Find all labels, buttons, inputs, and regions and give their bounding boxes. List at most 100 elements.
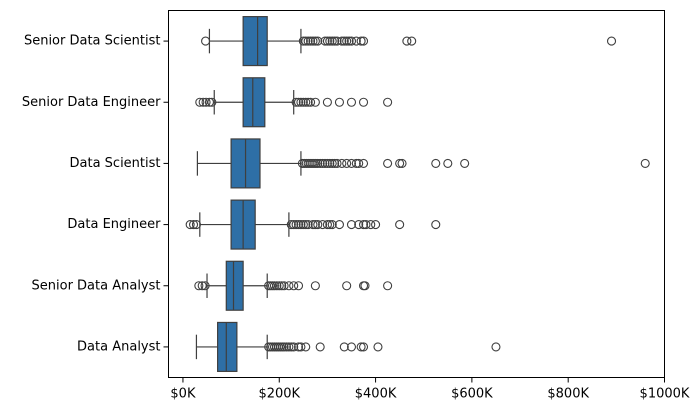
- outlier-point: [330, 36, 340, 46]
- outlier-point: [346, 158, 357, 168]
- outlier-point: [346, 36, 357, 46]
- plot-area: [185, 16, 650, 372]
- box-group: [195, 321, 501, 372]
- outlier-point: [360, 281, 370, 291]
- box-group: [185, 199, 441, 250]
- outlier-point: [286, 342, 296, 352]
- outlier-point: [303, 97, 313, 107]
- outlier-point: [306, 97, 316, 107]
- outlier-point: [313, 158, 323, 168]
- outlier-point: [327, 158, 337, 168]
- outlier-point: [383, 281, 393, 291]
- outlier-point: [395, 158, 405, 168]
- outlier-point: [279, 281, 289, 291]
- outlier-point: [327, 36, 337, 46]
- outlier-point: [185, 220, 195, 230]
- outlier-point: [351, 36, 361, 46]
- outlier-point: [306, 36, 316, 46]
- outlier-point: [358, 342, 369, 352]
- outlier-point: [310, 281, 320, 291]
- outlier-point: [373, 342, 383, 352]
- outlier-point: [325, 36, 335, 46]
- x-tick-label: $400K: [355, 387, 397, 402]
- y-tick-label: Senior Data Scientist: [24, 34, 161, 49]
- iqr-box: [242, 16, 268, 67]
- outlier-point: [342, 36, 352, 46]
- outlier-point: [194, 281, 204, 291]
- outlier-point: [289, 281, 299, 291]
- outlier-point: [327, 220, 337, 230]
- outlier-point: [342, 281, 352, 291]
- outlier-point: [337, 158, 347, 168]
- outlier-point: [337, 36, 347, 46]
- x-tick-label: $200K: [258, 387, 300, 402]
- outlier-point: [332, 36, 342, 46]
- outlier-point: [606, 36, 617, 46]
- outlier-point: [195, 97, 205, 107]
- outlier-point: [296, 342, 306, 352]
- x-tick-label: $800K: [547, 387, 589, 402]
- outlier-point: [330, 158, 340, 168]
- outlier-point: [308, 220, 318, 230]
- iqr-box: [217, 321, 238, 372]
- x-axis: $0K $200K $400K $600K $800K $1000K: [170, 377, 690, 402]
- outlier-point: [313, 36, 323, 46]
- outlier-point: [188, 220, 199, 230]
- outlier-point: [351, 158, 361, 168]
- outlier-point: [272, 281, 282, 291]
- outlier-point: [334, 220, 345, 230]
- plot-frame: [168, 10, 665, 378]
- outlier-point: [395, 220, 405, 230]
- outlier-point: [274, 281, 284, 291]
- outlier-point: [303, 220, 313, 230]
- outlier-point: [197, 281, 207, 291]
- outlier-point: [356, 342, 366, 352]
- outlier-point: [293, 281, 304, 291]
- x-tick-label: $600K: [451, 387, 493, 402]
- outlier-point: [277, 281, 287, 291]
- outlier-point: [301, 342, 311, 352]
- outlier-point: [354, 158, 364, 168]
- iqr-box: [225, 260, 244, 311]
- outlier-point: [293, 220, 304, 230]
- outlier-point: [303, 36, 313, 46]
- outlier-point: [269, 281, 279, 291]
- outlier-point: [293, 97, 304, 107]
- outlier-point: [460, 158, 470, 168]
- y-tick-label: Senior Data Engineer: [22, 95, 161, 110]
- outlier-point: [301, 36, 311, 46]
- outlier-point: [322, 220, 332, 230]
- outlier-point: [443, 158, 453, 168]
- outlier-point: [322, 158, 332, 168]
- outlier-point: [284, 281, 294, 291]
- outlier-point: [325, 158, 335, 168]
- outlier-point: [308, 36, 318, 46]
- outlier-point: [298, 220, 308, 230]
- outlier-point: [291, 97, 301, 107]
- outlier-point: [358, 97, 369, 107]
- outlier-point: [286, 220, 296, 230]
- y-tick-label: Data Analyst: [77, 339, 160, 354]
- outlier-point: [325, 220, 335, 230]
- outlier-point: [342, 158, 352, 168]
- box-group: [196, 138, 650, 189]
- outlier-point: [289, 342, 299, 352]
- outlier-point: [296, 220, 306, 230]
- outlier-point: [289, 220, 299, 230]
- box-group: [201, 16, 617, 67]
- outlier-point: [358, 220, 369, 230]
- outlier-point: [383, 97, 393, 107]
- box-group: [194, 260, 393, 311]
- outlier-point: [332, 158, 342, 168]
- outlier-point: [204, 97, 214, 107]
- box-group: [195, 77, 393, 128]
- outlier-point: [301, 97, 311, 107]
- outlier-point: [315, 342, 325, 352]
- outlier-point: [279, 342, 289, 352]
- outlier-point: [320, 36, 330, 46]
- y-tick-label: Data Scientist: [70, 156, 161, 171]
- outlier-point: [313, 220, 323, 230]
- outlier-point: [346, 342, 357, 352]
- x-tick-label: $0K: [170, 387, 196, 402]
